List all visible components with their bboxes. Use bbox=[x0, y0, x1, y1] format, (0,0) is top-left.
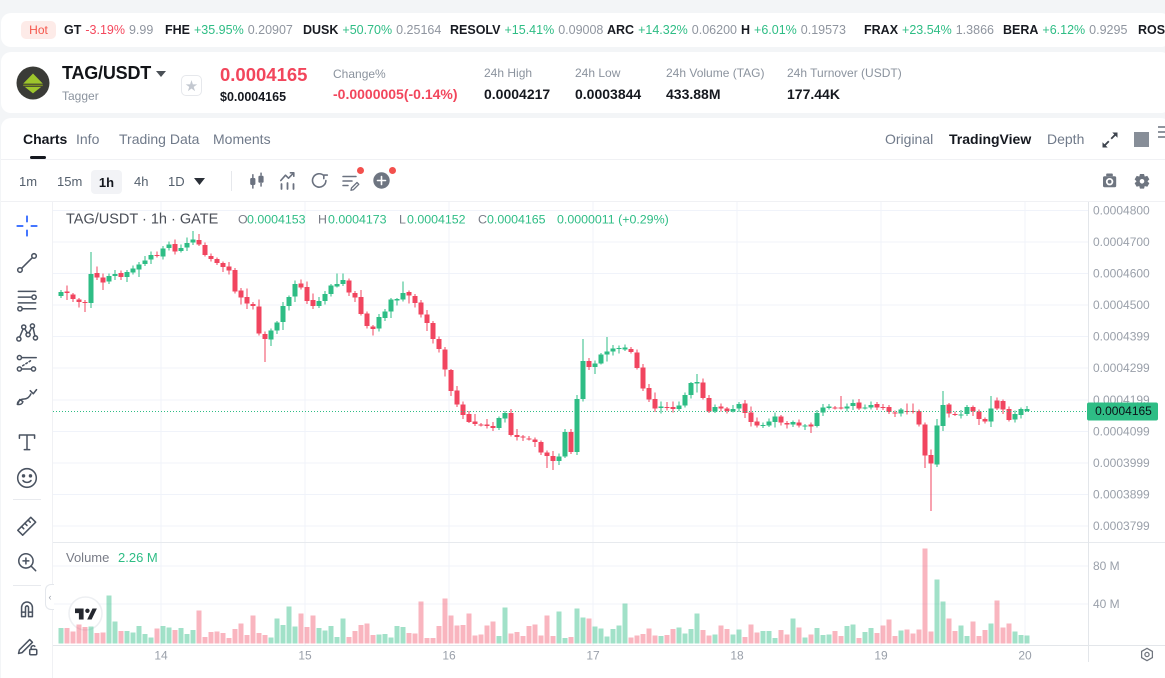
svg-text:20: 20 bbox=[1018, 649, 1032, 663]
svg-text:14: 14 bbox=[154, 649, 168, 663]
svg-text:0.0004600: 0.0004600 bbox=[1093, 267, 1150, 281]
svg-text:80 M: 80 M bbox=[1093, 559, 1120, 573]
svg-text:0.0003799: 0.0003799 bbox=[1093, 519, 1150, 533]
svg-text:0.0004700: 0.0004700 bbox=[1093, 235, 1150, 249]
svg-text:0.0003999: 0.0003999 bbox=[1093, 456, 1150, 470]
svg-text:0.0004099: 0.0004099 bbox=[1093, 424, 1150, 438]
svg-text:15: 15 bbox=[298, 649, 312, 663]
svg-text:2.26 M: 2.26 M bbox=[118, 550, 158, 565]
svg-text:16: 16 bbox=[442, 649, 456, 663]
svg-text:TAG/USDT · 1h · GATE: TAG/USDT · 1h · GATE bbox=[66, 212, 219, 228]
svg-text:0.0004399: 0.0004399 bbox=[1093, 330, 1150, 344]
svg-text:Volume: Volume bbox=[66, 550, 109, 565]
svg-text:17: 17 bbox=[586, 649, 600, 663]
svg-text:O 0.0004153 H 0.0004173 L 0.00: O 0.0004153 H 0.0004173 L 0.0004152 C 0.… bbox=[238, 213, 669, 227]
svg-text:0.0004165: 0.0004165 bbox=[1095, 404, 1152, 418]
svg-text:40 M: 40 M bbox=[1093, 597, 1120, 611]
svg-text:18: 18 bbox=[730, 649, 744, 663]
svg-text:0.0004800: 0.0004800 bbox=[1093, 204, 1150, 218]
svg-text:0.0003899: 0.0003899 bbox=[1093, 487, 1150, 501]
svg-text:0.0004500: 0.0004500 bbox=[1093, 298, 1150, 312]
svg-text:19: 19 bbox=[874, 649, 888, 663]
svg-text:0.0004299: 0.0004299 bbox=[1093, 361, 1150, 375]
